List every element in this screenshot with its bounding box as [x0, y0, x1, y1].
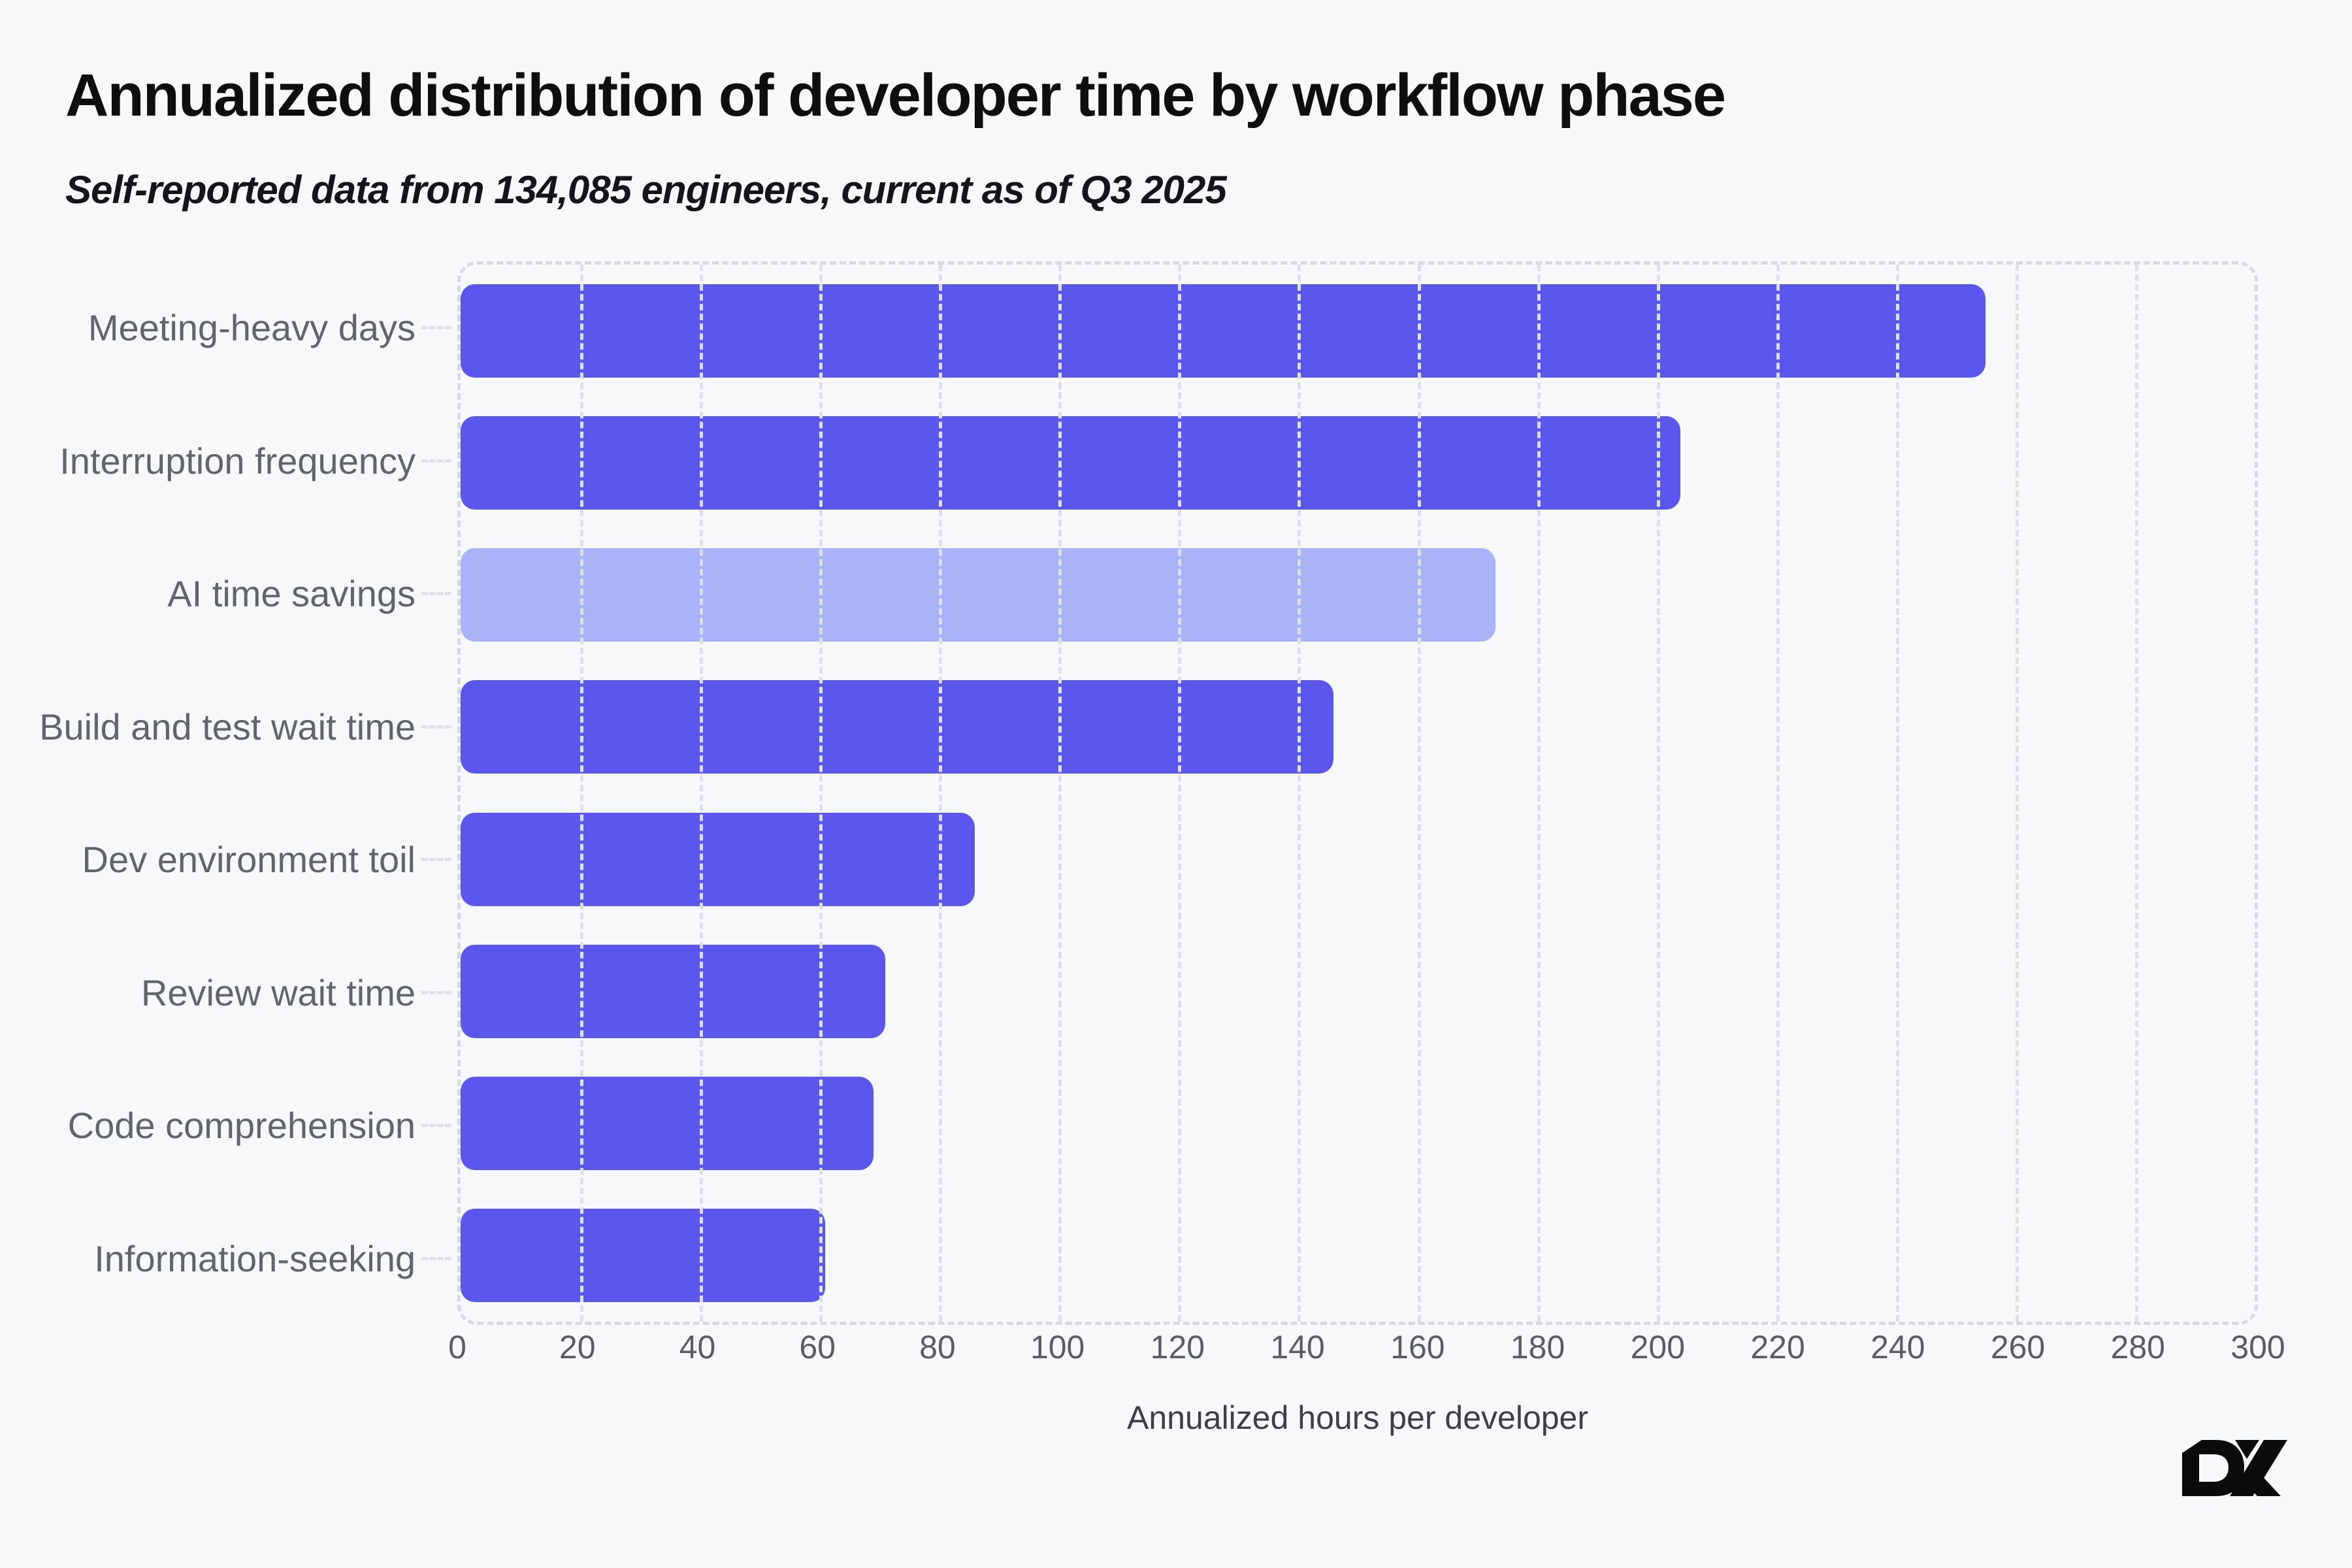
bar-rows — [461, 265, 2255, 1322]
gridline — [1776, 265, 1780, 1322]
x-axis-title: Annualized hours per developer — [1126, 1399, 1589, 1436]
y-tick-mark — [421, 459, 451, 463]
bar-row — [461, 265, 2255, 397]
category-label: Interruption frequency — [59, 440, 416, 482]
x-tick-label: 220 — [1750, 1329, 1805, 1365]
y-tick-mark — [421, 990, 451, 994]
y-label-row: AI time savings — [0, 527, 457, 661]
x-tick-label: 20 — [559, 1329, 596, 1365]
chart-subtitle: Self-reported data from 134,085 engineer… — [65, 168, 1227, 212]
y-tick-mark — [421, 326, 451, 330]
x-tick-label: 140 — [1270, 1329, 1325, 1365]
bar-row — [461, 925, 2255, 1057]
gridline — [819, 265, 823, 1322]
gridline — [1178, 265, 1182, 1322]
y-label-row: Build and test wait time — [0, 661, 457, 794]
x-tick-label: 200 — [1630, 1329, 1686, 1365]
gridline — [1058, 265, 1062, 1322]
x-tick-label: 60 — [799, 1329, 836, 1365]
gridline — [1656, 265, 1660, 1322]
y-tick-mark — [421, 592, 451, 596]
bar-code-comprehension — [461, 1077, 874, 1171]
bar-row — [461, 397, 2255, 529]
gridline — [700, 265, 704, 1322]
gridline — [2015, 265, 2019, 1322]
gridline — [1895, 265, 1899, 1322]
category-label: Meeting-heavy days — [88, 307, 416, 349]
x-tick-label: 280 — [2110, 1329, 2165, 1365]
gridline — [1298, 265, 1301, 1322]
bar-row — [461, 661, 2255, 793]
bar-meeting-heavy-days — [461, 284, 1986, 378]
y-tick-mark — [421, 858, 451, 862]
dx-logo-icon — [2182, 1440, 2287, 1496]
gridline — [580, 265, 584, 1322]
bar-review-wait-time — [461, 944, 885, 1038]
y-label-row: Review wait time — [0, 926, 457, 1060]
category-label: Code comprehension — [67, 1105, 416, 1147]
x-axis-ticks: 0 20 40 60 80 100 120 140 160 180 200 220 240 260 280 3… — [448, 1328, 2285, 1373]
x-tick-label: 80 — [919, 1329, 956, 1365]
x-tick-label: 180 — [1510, 1329, 1565, 1365]
x-tick-label: 40 — [679, 1329, 716, 1365]
category-label: Review wait time — [140, 972, 416, 1013]
bar-build-and-test-wait-time — [461, 680, 1334, 774]
x-tick-label: 160 — [1390, 1329, 1445, 1365]
x-tick-label: 240 — [1870, 1329, 1925, 1365]
y-label-row: Information-seeking — [0, 1192, 457, 1326]
bar-dev-environment-toil — [461, 812, 975, 906]
bar-ai-time-savings — [461, 548, 1495, 642]
y-axis-labels: Meeting-heavy days Interruption frequency… — [0, 261, 457, 1325]
bar-row — [461, 1058, 2255, 1190]
category-label: Information-seeking — [94, 1237, 416, 1279]
bar-interruption-frequency — [461, 416, 1681, 510]
y-tick-mark — [421, 725, 451, 728]
x-tick-label: 300 — [2230, 1329, 2285, 1365]
x-tick-label: 0 — [448, 1329, 466, 1365]
bar-row — [461, 529, 2255, 661]
y-tick-mark — [421, 1256, 451, 1260]
y-label-row: Meeting-heavy days — [0, 261, 457, 395]
bar-chart-plot-area — [457, 261, 2258, 1325]
x-tick-label: 260 — [1990, 1329, 2046, 1365]
gridline — [2134, 265, 2138, 1322]
category-label: Dev environment toil — [82, 839, 416, 881]
y-label-row: Dev environment toil — [0, 793, 457, 926]
y-label-row: Interruption frequency — [0, 395, 457, 528]
gridline — [939, 265, 943, 1322]
gridline — [1417, 265, 1421, 1322]
dx-logo — [2178, 1435, 2290, 1500]
category-label: AI time savings — [167, 573, 416, 615]
chart-title: Annualized distribution of developer tim… — [65, 62, 1726, 129]
bar-row — [461, 793, 2255, 925]
bar-information-seeking — [461, 1209, 826, 1303]
x-tick-label: 120 — [1150, 1329, 1205, 1365]
y-tick-mark — [421, 1124, 451, 1128]
category-label: Build and test wait time — [39, 706, 416, 747]
y-label-row: Code comprehension — [0, 1059, 457, 1192]
bar-row — [461, 1190, 2255, 1322]
gridline — [1537, 265, 1541, 1322]
x-tick-label: 100 — [1030, 1329, 1085, 1365]
